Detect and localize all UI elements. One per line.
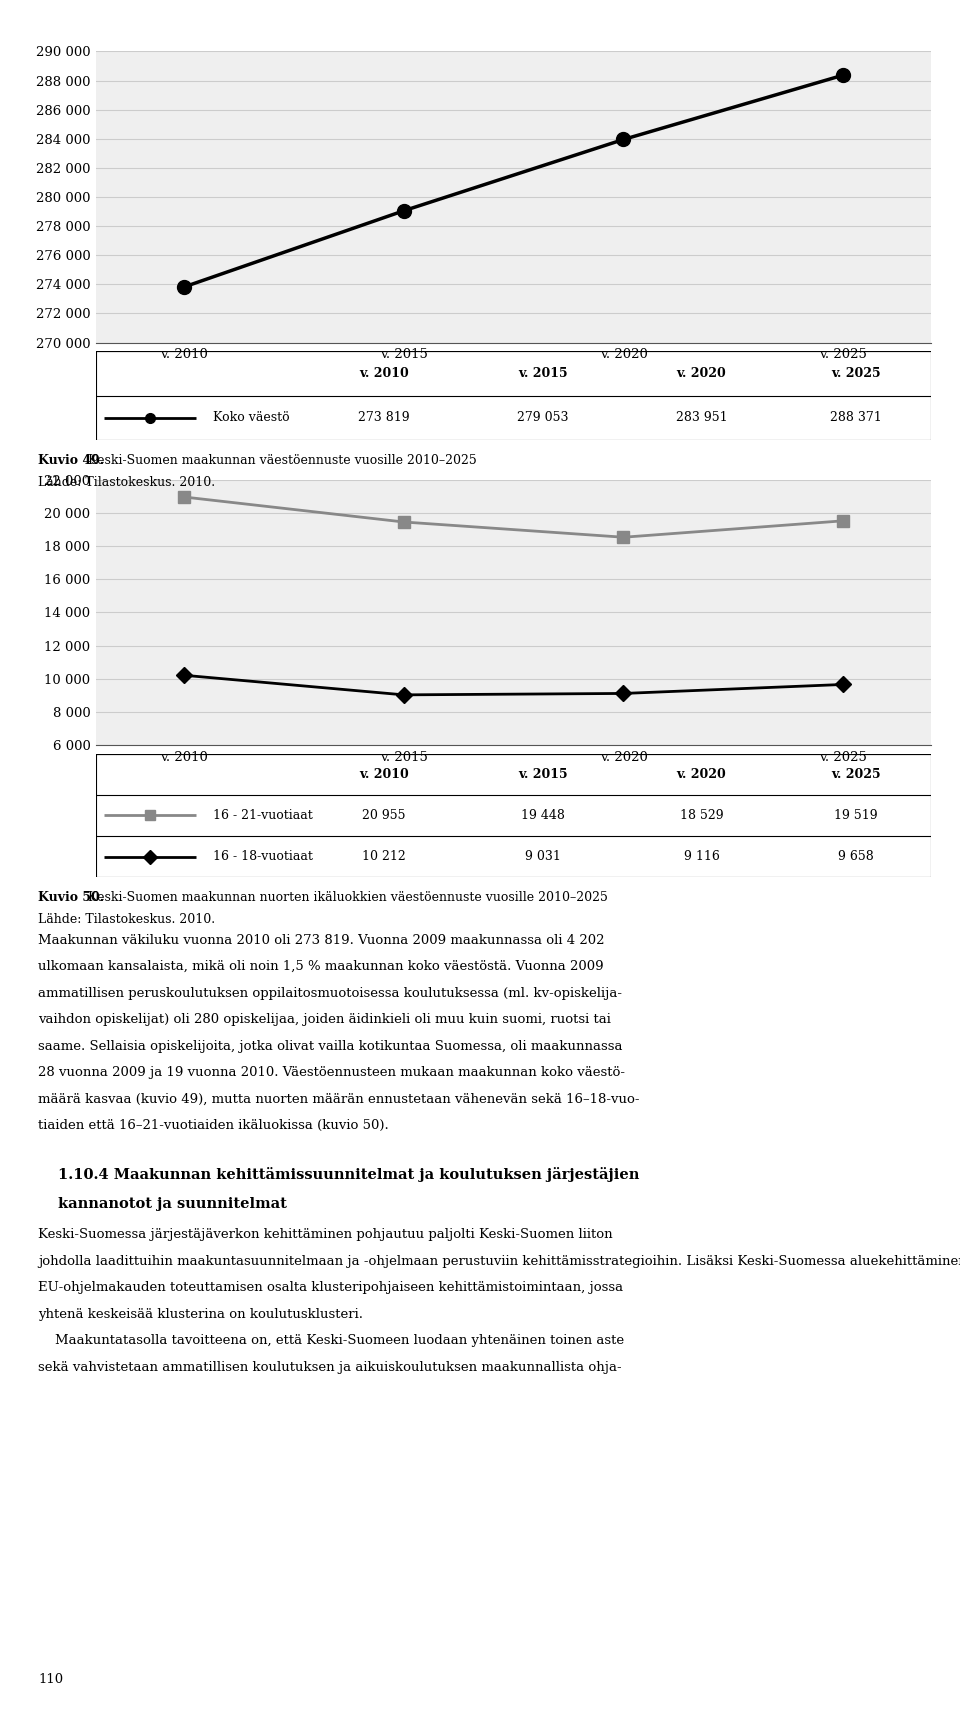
Text: kannanotot ja suunnitelmat: kannanotot ja suunnitelmat bbox=[58, 1197, 286, 1211]
Text: v. 2020: v. 2020 bbox=[677, 367, 727, 380]
Text: 28 vuonna 2009 ja 19 vuonna 2010. Väestöennusteen mukaan maakunnan koko väestö-: 28 vuonna 2009 ja 19 vuonna 2010. Väestö… bbox=[38, 1067, 625, 1079]
Text: ulkomaan kansalaista, mikä oli noin 1,5 % maakunnan koko väestöstä. Vuonna 2009: ulkomaan kansalaista, mikä oli noin 1,5 … bbox=[38, 961, 604, 973]
Text: 10 212: 10 212 bbox=[362, 850, 406, 863]
Text: v. 2015: v. 2015 bbox=[518, 367, 567, 380]
Text: v. 2020: v. 2020 bbox=[677, 767, 727, 781]
Text: Keski-Suomessa järjestäjäverkon kehittäminen pohjautuu paljolti Keski-Suomen lii: Keski-Suomessa järjestäjäverkon kehittäm… bbox=[38, 1228, 613, 1242]
Text: 19 448: 19 448 bbox=[521, 809, 564, 822]
Text: Lähde: Tilastokeskus. 2010.: Lähde: Tilastokeskus. 2010. bbox=[38, 913, 216, 927]
Text: 110: 110 bbox=[38, 1672, 63, 1686]
Text: 9 031: 9 031 bbox=[525, 850, 561, 863]
Text: 20 955: 20 955 bbox=[362, 809, 406, 822]
Text: 279 053: 279 053 bbox=[517, 411, 568, 425]
Text: Kuvio 50.: Kuvio 50. bbox=[38, 891, 105, 904]
Text: v. 2025: v. 2025 bbox=[831, 767, 881, 781]
Text: 283 951: 283 951 bbox=[676, 411, 728, 425]
Text: sekä vahvistetaan ammatillisen koulutuksen ja aikuiskoulutuksen maakunnallista o: sekä vahvistetaan ammatillisen koulutuks… bbox=[38, 1362, 622, 1374]
Text: 288 371: 288 371 bbox=[830, 411, 882, 425]
Text: 1.10.4 Maakunnan kehittämissuunnitelmat ja koulutuksen järjestäjien: 1.10.4 Maakunnan kehittämissuunnitelmat … bbox=[58, 1167, 639, 1182]
Text: 16 - 21-vuotiaat: 16 - 21-vuotiaat bbox=[213, 809, 313, 822]
Text: määrä kasvaa (kuvio 49), mutta nuorten määrän ennustetaan vähenevän sekä 16–18-v: määrä kasvaa (kuvio 49), mutta nuorten m… bbox=[38, 1093, 640, 1107]
Text: vaihdon opiskelijat) oli 280 opiskelijaa, joiden äidinkieli oli muu kuin suomi, : vaihdon opiskelijat) oli 280 opiskelijaa… bbox=[38, 1014, 612, 1026]
Text: v. 2010: v. 2010 bbox=[359, 367, 409, 380]
Text: Maakuntatasolla tavoitteena on, että Keski-Suomeen luodaan yhtenäinen toinen ast: Maakuntatasolla tavoitteena on, että Kes… bbox=[38, 1334, 625, 1348]
Text: Koko väestö: Koko väestö bbox=[213, 411, 290, 425]
Text: v. 2010: v. 2010 bbox=[359, 767, 409, 781]
Text: v. 2015: v. 2015 bbox=[518, 767, 567, 781]
Text: 9 658: 9 658 bbox=[838, 850, 874, 863]
Text: v. 2025: v. 2025 bbox=[831, 367, 881, 380]
Text: Keski-Suomen maakunnan väestöennuste vuosille 2010–2025: Keski-Suomen maakunnan väestöennuste vuo… bbox=[84, 454, 477, 468]
Text: 19 519: 19 519 bbox=[834, 809, 877, 822]
Text: 273 819: 273 819 bbox=[358, 411, 410, 425]
Text: saame. Sellaisia opiskelijoita, jotka olivat vailla kotikuntaa Suomessa, oli maa: saame. Sellaisia opiskelijoita, jotka ol… bbox=[38, 1040, 623, 1053]
Text: ammatillisen peruskoulutuksen oppilaitosmuotoisessa koulutuksessa (ml. kv-opiske: ammatillisen peruskoulutuksen oppilaitos… bbox=[38, 987, 622, 1000]
Text: Lähde: Tilastokeskus. 2010.: Lähde: Tilastokeskus. 2010. bbox=[38, 476, 216, 490]
Text: Maakunnan väkiluku vuonna 2010 oli 273 819. Vuonna 2009 maakunnassa oli 4 202: Maakunnan väkiluku vuonna 2010 oli 273 8… bbox=[38, 934, 605, 947]
Text: 18 529: 18 529 bbox=[680, 809, 723, 822]
Text: EU-ohjelmakauden toteuttamisen osalta klusteripohjaiseen kehittämistoimintaan, j: EU-ohjelmakauden toteuttamisen osalta kl… bbox=[38, 1281, 624, 1295]
Text: Kuvio 49.: Kuvio 49. bbox=[38, 454, 105, 468]
Text: tiaiden että 16–21-vuotiaiden ikäluokissa (kuvio 50).: tiaiden että 16–21-vuotiaiden ikäluokiss… bbox=[38, 1120, 389, 1132]
Text: yhtenä keskeisää klusterina on koulutusklusteri.: yhtenä keskeisää klusterina on koulutusk… bbox=[38, 1309, 364, 1321]
Text: johdolla laadittuihin maakuntasuunnitelmaan ja -ohjelmaan perustuviin kehittämis: johdolla laadittuihin maakuntasuunnitelm… bbox=[38, 1256, 960, 1268]
Text: 9 116: 9 116 bbox=[684, 850, 719, 863]
Text: 16 - 18-vuotiaat: 16 - 18-vuotiaat bbox=[213, 850, 313, 863]
Text: Keski-Suomen maakunnan nuorten ikäluokkien väestöennuste vuosille 2010–2025: Keski-Suomen maakunnan nuorten ikäluokki… bbox=[84, 891, 609, 904]
